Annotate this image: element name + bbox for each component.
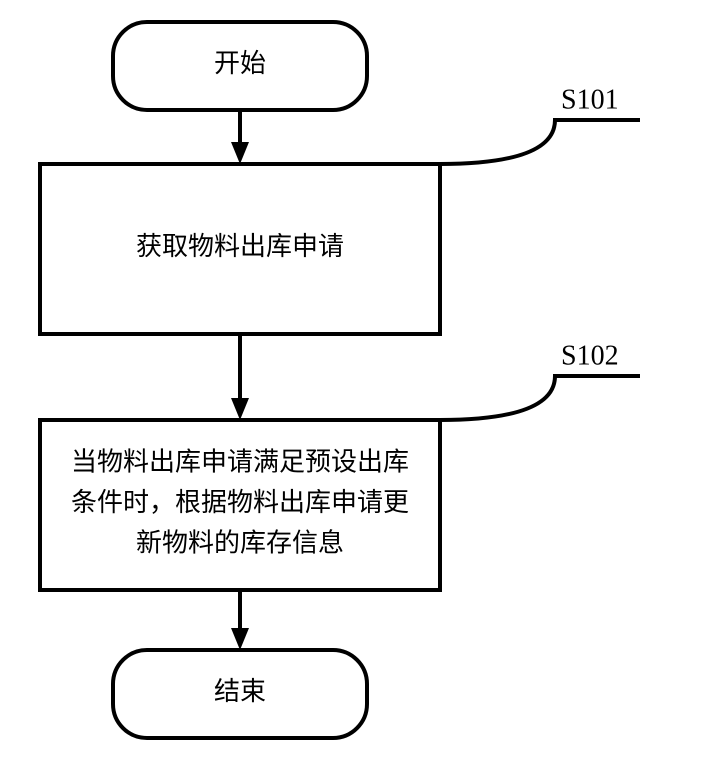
callout-leader-s101: [440, 120, 640, 164]
flowchart-svg: 开始获取物料出库申请 S101 当物料出库申请满足预设出库条件时，根据物料出库申请更…: [0, 0, 702, 759]
node-text-s102-line2: 新物料的库存信息: [136, 528, 344, 557]
node-s102: 当物料出库申请满足预设出库条件时，根据物料出库申请更新物料的库存信息: [40, 420, 440, 590]
node-text-s101: 获取物料出库申请: [136, 232, 344, 261]
node-start: 开始: [113, 22, 367, 110]
callout-leader-s102: [440, 376, 640, 420]
arrowhead-s102-end: [231, 628, 249, 650]
node-text-s102-line0: 当物料出库申请满足预设出库: [71, 448, 409, 477]
callout-label-s102: S102: [561, 340, 619, 371]
arrowhead-s101-s102: [231, 398, 249, 420]
node-s101: 获取物料出库申请: [40, 164, 440, 334]
node-text-s102-line1: 条件时，根据物料出库申请更: [71, 488, 409, 517]
callout-label-s101: S101: [561, 84, 619, 115]
node-text-start: 开始: [214, 49, 266, 78]
node-end: 结束: [113, 650, 367, 738]
node-text-end: 结束: [214, 677, 266, 706]
arrowhead-start-s101: [231, 142, 249, 164]
